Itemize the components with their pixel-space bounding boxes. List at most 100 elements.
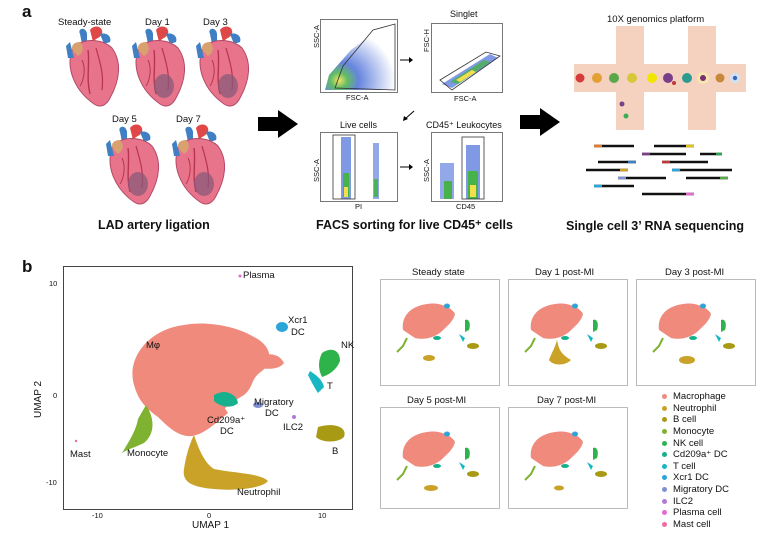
- legend-color-dot: [662, 394, 667, 400]
- facs-plot-fsc-ssc: [320, 19, 398, 93]
- heart-label: Day 3: [203, 17, 228, 28]
- lad-caption: LAD artery ligation: [98, 218, 210, 232]
- legend-item: B cell: [662, 414, 729, 426]
- heart-label: Day 5: [112, 114, 137, 125]
- small-umap-title: Day 1 post-MI: [535, 267, 595, 278]
- umap-ytick: 10: [49, 279, 58, 288]
- small-arrow-icon: [403, 110, 415, 121]
- legend-label: T cell: [673, 460, 696, 472]
- sequence-reads-illustration: [586, 144, 732, 196]
- legend-item: Monocyte: [662, 426, 729, 438]
- umap-xtick: -10: [92, 511, 103, 520]
- legend-label: Mast cell: [673, 518, 711, 530]
- legend-color-dot: [662, 417, 667, 423]
- small-umap-day1: [508, 279, 628, 386]
- heart-label: Day 1: [145, 17, 170, 28]
- cluster-label-cd209a-dc: DC: [220, 426, 234, 437]
- small-umap-title: Day 7 post-MI: [537, 395, 597, 406]
- cluster-label-neutrophil: Neutrophil: [237, 487, 281, 498]
- legend-color-dot: [662, 475, 667, 481]
- legend-label: ILC2: [673, 495, 694, 507]
- small-umap-day7: [508, 407, 628, 509]
- facs-xlabel: PI: [355, 202, 363, 211]
- cluster-label-plasma: Plasma: [243, 270, 275, 281]
- legend-item: ILC2: [662, 495, 729, 507]
- legend-item: Xcr1 DC: [662, 472, 729, 484]
- tenx-title: 10X genomics platform: [607, 14, 705, 25]
- umap-xtick: 0: [207, 511, 212, 520]
- umap-xlabel: UMAP 1: [192, 520, 230, 531]
- legend-label: Monocyte: [673, 426, 715, 438]
- facs-plot-singlet: [431, 23, 503, 93]
- small-arrow-icon: [400, 57, 413, 63]
- cluster-label-monocyte: Monocyte: [127, 448, 169, 459]
- legend-color-dot: [662, 429, 667, 435]
- cluster-label-dc: DC: [291, 327, 305, 338]
- cluster-label-migratory: Migratory: [254, 397, 294, 408]
- panel-b-letter: b: [22, 257, 33, 276]
- facs-plot-cd45: [431, 132, 503, 202]
- hearts-illustration: [65, 25, 270, 215]
- legend-label: Migratory DC: [673, 484, 729, 496]
- umap-xtick: 10: [318, 511, 327, 520]
- cluster-label-t: T: [327, 381, 333, 392]
- facs-ylabel: FSC-H: [422, 29, 431, 52]
- legend-label: Cd209a⁺ DC: [673, 449, 728, 461]
- cluster-label-b: B: [332, 446, 339, 457]
- cell-type-legend: Macrophage Neutrophil B cell Monocyte NK cel…: [662, 391, 729, 530]
- legend-color-dot: [662, 510, 667, 516]
- small-umap-day5: [380, 407, 500, 509]
- small-arrow-icon: [400, 164, 413, 170]
- umap-ylabel: UMAP 2: [33, 380, 44, 418]
- legend-item: Macrophage: [662, 391, 729, 403]
- facs-title: CD45⁺ Leukocytes: [426, 120, 502, 130]
- cluster-label-xcr1: Xcr1: [288, 315, 308, 326]
- facs-caption: FACS sorting for live CD45⁺ cells: [316, 218, 513, 232]
- cluster-label-nk: NK: [341, 340, 355, 351]
- small-umap-title: Day 3 post-MI: [665, 267, 725, 278]
- facs-plot-live: [320, 132, 398, 202]
- panel-a-letter: a: [22, 2, 32, 21]
- legend-color-dot: [662, 487, 667, 493]
- facs-ylabel: SSC-A: [312, 159, 321, 182]
- legend-label: Macrophage: [673, 391, 726, 403]
- cluster-label-mast: Mast: [70, 449, 91, 460]
- cluster-label-migratory-dc: DC: [265, 408, 279, 419]
- small-umap-day3: [636, 279, 756, 386]
- heart-label: Steady-state: [58, 17, 112, 28]
- seq-caption: Single cell 3’ RNA sequencing: [566, 219, 745, 233]
- legend-item: NK cell: [662, 437, 729, 449]
- right-arrow-icon: [520, 108, 560, 136]
- facs-xlabel: FSC-A: [346, 93, 369, 102]
- legend-label: Plasma cell: [673, 507, 722, 519]
- facs-xlabel: CD45: [456, 202, 476, 211]
- legend-item: T cell: [662, 461, 729, 473]
- legend-color-dot: [662, 463, 667, 469]
- legend-color-dot: [662, 498, 667, 504]
- legend-color-dot: [662, 452, 667, 458]
- legend-item: Neutrophil: [662, 403, 729, 415]
- facs-xlabel: FSC-A: [454, 94, 477, 103]
- legend-item: Migratory DC: [662, 484, 729, 496]
- cluster-label-cd209a: Cd209a⁺: [207, 415, 246, 426]
- legend-label: NK cell: [673, 437, 704, 449]
- umap-main-plot: [63, 266, 353, 510]
- legend-label: Xcr1 DC: [673, 472, 709, 484]
- legend-item: Mast cell: [662, 519, 729, 531]
- umap-ytick: 0: [53, 391, 58, 400]
- small-umap-title: Steady state: [412, 267, 465, 278]
- legend-label: Neutrophil: [673, 402, 717, 414]
- small-umap-steady-state: [380, 279, 500, 386]
- umap-ytick: -10: [46, 478, 57, 487]
- facs-ylabel: SSC-A: [422, 159, 431, 182]
- cluster-label-ilc2: ILC2: [283, 422, 304, 433]
- legend-item: Cd209a⁺ DC: [662, 449, 729, 461]
- right-arrow-icon: [258, 110, 298, 138]
- facs-ylabel: SSC-A: [312, 25, 321, 48]
- tenx-chip-illustration: [574, 26, 746, 130]
- facs-title: Live cells: [340, 120, 378, 130]
- heart-label: Day 7: [176, 114, 201, 125]
- legend-color-dot: [662, 440, 667, 446]
- legend-label: B cell: [673, 414, 697, 426]
- legend-color-dot: [662, 521, 667, 527]
